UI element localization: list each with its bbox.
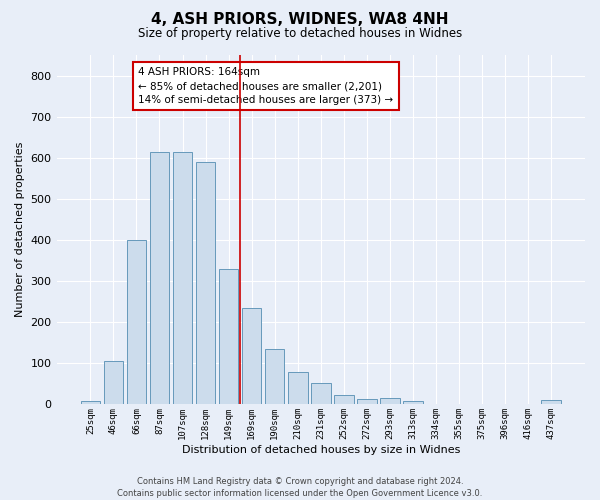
Text: 4, ASH PRIORS, WIDNES, WA8 4NH: 4, ASH PRIORS, WIDNES, WA8 4NH bbox=[151, 12, 449, 28]
Bar bbox=[265, 349, 284, 405]
Bar bbox=[173, 152, 193, 404]
Bar bbox=[219, 269, 238, 404]
Bar bbox=[311, 383, 331, 404]
Bar bbox=[196, 162, 215, 404]
X-axis label: Distribution of detached houses by size in Widnes: Distribution of detached houses by size … bbox=[182, 445, 460, 455]
Bar bbox=[80, 401, 100, 404]
Bar bbox=[149, 152, 169, 404]
Y-axis label: Number of detached properties: Number of detached properties bbox=[15, 142, 25, 318]
Bar bbox=[403, 401, 423, 404]
Bar bbox=[127, 240, 146, 404]
Bar bbox=[242, 308, 262, 404]
Text: Size of property relative to detached houses in Widnes: Size of property relative to detached ho… bbox=[138, 28, 462, 40]
Bar bbox=[288, 372, 308, 404]
Bar bbox=[334, 396, 353, 404]
Text: Contains HM Land Registry data © Crown copyright and database right 2024.
Contai: Contains HM Land Registry data © Crown c… bbox=[118, 476, 482, 498]
Text: 4 ASH PRIORS: 164sqm
← 85% of detached houses are smaller (2,201)
14% of semi-de: 4 ASH PRIORS: 164sqm ← 85% of detached h… bbox=[139, 67, 394, 105]
Bar bbox=[104, 362, 123, 405]
Bar bbox=[357, 399, 377, 404]
Bar bbox=[380, 398, 400, 404]
Bar bbox=[541, 400, 561, 404]
